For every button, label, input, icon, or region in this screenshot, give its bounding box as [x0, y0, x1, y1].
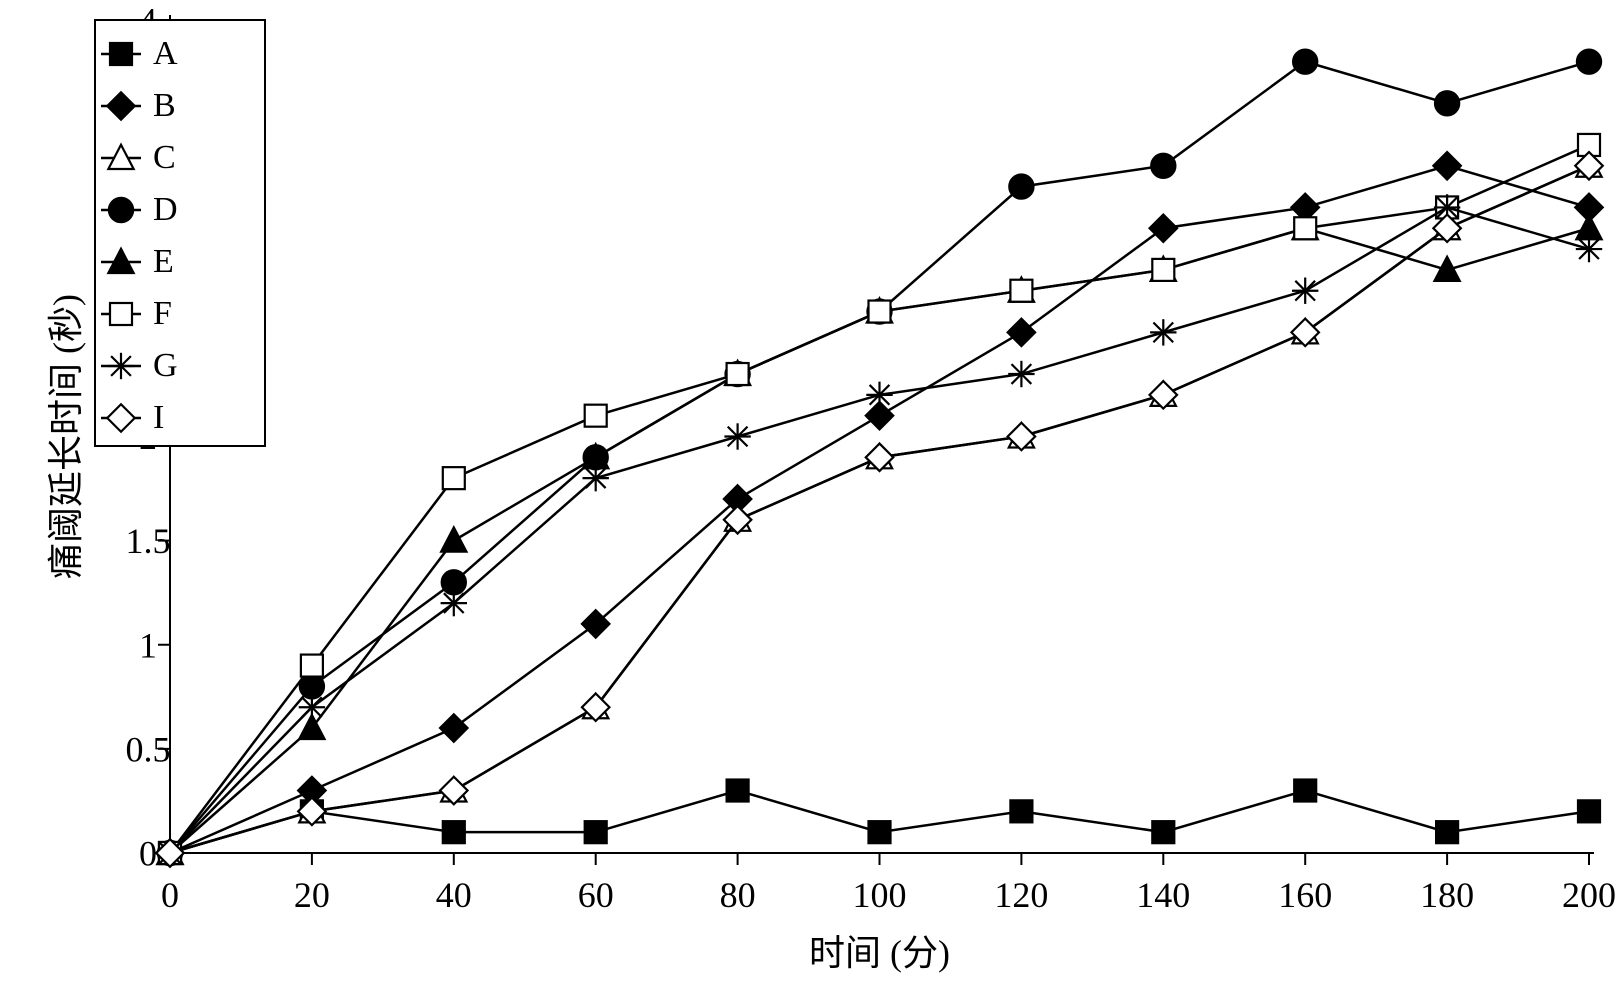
- x-tick-label: 140: [1136, 875, 1190, 915]
- y-axis-label: 痛阈延长时间 (秒): [46, 294, 86, 579]
- y-tick-label: 0: [139, 834, 157, 874]
- legend-label-D: D: [153, 191, 178, 228]
- x-tick-label: 180: [1420, 875, 1474, 915]
- x-tick-label: 100: [853, 875, 907, 915]
- legend-label-F: F: [153, 295, 172, 332]
- x-tick-label: 0: [161, 875, 179, 915]
- x-tick-label: 20: [294, 875, 330, 915]
- x-tick-label: 60: [578, 875, 614, 915]
- y-tick-label: 1: [139, 625, 157, 665]
- y-tick-label: 0.5: [126, 729, 171, 769]
- legend: ABCDEFGI: [95, 20, 265, 446]
- legend-label-B: B: [153, 87, 176, 124]
- x-tick-label: 160: [1278, 875, 1332, 915]
- legend-label-E: E: [153, 243, 174, 280]
- legend-label-C: C: [153, 139, 176, 176]
- line-chart: 02040608010012014016018020000.511.522.53…: [0, 0, 1619, 1003]
- x-axis-label: 时间 (分): [809, 933, 950, 973]
- legend-label-A: A: [153, 35, 178, 72]
- x-tick-label: 120: [994, 875, 1048, 915]
- y-tick-label: 1.5: [126, 521, 171, 561]
- x-tick-label: 80: [720, 875, 756, 915]
- legend-label-G: G: [153, 347, 178, 384]
- legend-label-I: I: [153, 399, 164, 436]
- x-tick-label: 200: [1562, 875, 1616, 915]
- x-tick-label: 40: [436, 875, 472, 915]
- chart-container: 02040608010012014016018020000.511.522.53…: [0, 0, 1619, 1003]
